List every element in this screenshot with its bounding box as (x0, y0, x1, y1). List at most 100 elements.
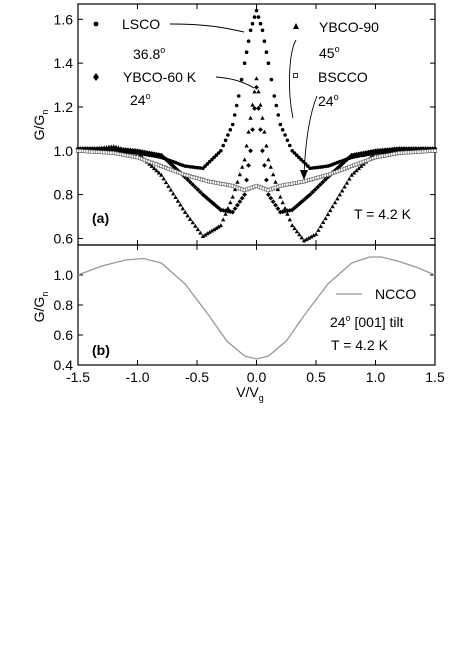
data-point-ybco-90 (264, 143, 269, 148)
data-point-ybco-60-k (198, 189, 203, 195)
data-point-lsco (274, 103, 279, 108)
data-point-lsco (278, 122, 283, 127)
data-point-ybco-60-k (246, 162, 251, 168)
panel-b-temperature: T = 4.2 K (331, 337, 389, 353)
data-point-lsco (313, 165, 317, 170)
data-point-lsco (264, 50, 269, 54)
data-point-lsco (223, 138, 228, 143)
data-point-ybco-90 (147, 161, 152, 166)
data-point-ybco-90 (316, 227, 321, 232)
data-point-ybco-90 (297, 232, 302, 237)
data-point-ybco-90 (292, 226, 297, 231)
data-point-ybco-90 (159, 172, 164, 177)
y-tick-label: 0.8 (54, 187, 74, 203)
data-point-ybco-60-k (111, 146, 117, 151)
data-point-ybco-60-k (344, 157, 350, 162)
data-point-ybco-90 (223, 211, 228, 216)
data-point-lsco (323, 164, 328, 169)
data-point-lsco (288, 143, 292, 148)
data-point-lsco (226, 133, 230, 137)
data-point-lsco (232, 113, 237, 117)
data-point-ybco-60-k (200, 192, 206, 198)
data-point-ybco-60-k (339, 161, 345, 167)
data-point-lsco (239, 77, 244, 82)
data-point-lsco (276, 113, 281, 117)
y-tick-label: 0.6 (54, 327, 74, 343)
panel-b-ylabel: G/Gn (31, 292, 50, 323)
panel-a-label: (a) (92, 210, 109, 226)
data-point-ybco-90 (163, 180, 169, 185)
arrowhead-bscco (300, 170, 308, 180)
data-point-ybco-90 (347, 176, 352, 181)
data-point-ybco-60-k (235, 202, 240, 208)
data-point-ybco-90 (325, 212, 331, 217)
data-point-ybco-90 (252, 89, 257, 94)
data-point-ybco-90 (323, 216, 328, 221)
data-point-ybco-90 (335, 196, 340, 201)
data-point-ybco-60-k (317, 182, 323, 187)
x-tick-label: 0.0 (247, 369, 267, 385)
data-point-ybco-90 (339, 188, 345, 193)
arrow-lsco (169, 23, 245, 33)
series-line-ncco (77, 256, 436, 360)
y-tick-label: 0.4 (54, 357, 74, 373)
x-tick-label: 1.0 (366, 369, 386, 385)
data-point-ybco-60-k (275, 206, 281, 212)
data-point-ybco-90 (250, 102, 255, 107)
data-point-lsco (292, 151, 297, 155)
legend-label-lsco: LSCO (122, 16, 160, 32)
legend-marker-ybco60 (93, 73, 99, 81)
data-point-ybco-60-k (209, 199, 215, 205)
data-point-ybco-90 (311, 233, 316, 238)
data-point-ybco-90 (195, 227, 201, 232)
legend-marker-ybco90 (293, 23, 299, 29)
data-point-ybco-90 (178, 202, 183, 207)
data-point-ybco-90 (214, 225, 219, 230)
data-point-ybco-60-k (223, 208, 228, 214)
data-point-lsco (246, 39, 251, 43)
data-point-ybco-90 (282, 205, 288, 210)
data-point-ybco-90 (278, 194, 283, 199)
data-point-ybco-90 (205, 231, 210, 236)
data-point-lsco (203, 164, 207, 168)
data-point-lsco (210, 157, 214, 162)
data-point-ybco-90 (246, 129, 251, 134)
data-point-ybco-90 (256, 89, 261, 94)
data-point-lsco (205, 162, 210, 166)
data-point-ybco-90 (154, 168, 159, 173)
data-point-ybco-60-k (315, 184, 321, 190)
data-point-lsco (266, 61, 271, 65)
x-tick-label: -0.5 (185, 369, 209, 385)
data-point-ybco-90 (225, 205, 231, 210)
data-point-ybco-90 (232, 187, 238, 192)
data-point-ybco-90 (313, 231, 319, 236)
data-point-lsco (250, 21, 255, 26)
data-point-ybco-90 (190, 220, 195, 225)
data-point-ybco-60-k (285, 208, 290, 214)
data-point-ybco-60-k (166, 159, 171, 165)
data-point-ybco-90 (188, 216, 193, 221)
data-point-ybco-60-k (252, 106, 257, 111)
data-point-ybco-60-k (370, 148, 376, 154)
data-point-ybco-60-k (139, 149, 145, 155)
data-point-ybco-90 (342, 184, 347, 189)
y-tick-label: 1.0 (54, 267, 74, 283)
data-point-ybco-90 (290, 223, 295, 228)
data-point-ybco-60-k (346, 154, 352, 160)
data-point-ybco-90 (180, 206, 185, 211)
data-point-ybco-60-k (202, 194, 208, 199)
data-point-lsco (236, 94, 241, 98)
panel-a-ylabel: G/Gn (31, 110, 50, 141)
panel-b-marks (77, 256, 436, 360)
x-axis-label: V/Vg (236, 384, 264, 403)
data-point-ybco-60-k (264, 177, 269, 183)
x-tick-label: -1.0 (125, 369, 149, 385)
data-point-ybco-60-k (296, 201, 302, 207)
data-point-ybco-90 (254, 76, 259, 81)
data-point-ybco-90 (280, 200, 285, 205)
data-point-ybco-90 (161, 176, 166, 181)
data-point-ybco-90 (248, 115, 253, 120)
data-point-lsco (207, 159, 212, 164)
data-point-ybco-90 (304, 237, 309, 242)
data-point-lsco (212, 155, 216, 160)
